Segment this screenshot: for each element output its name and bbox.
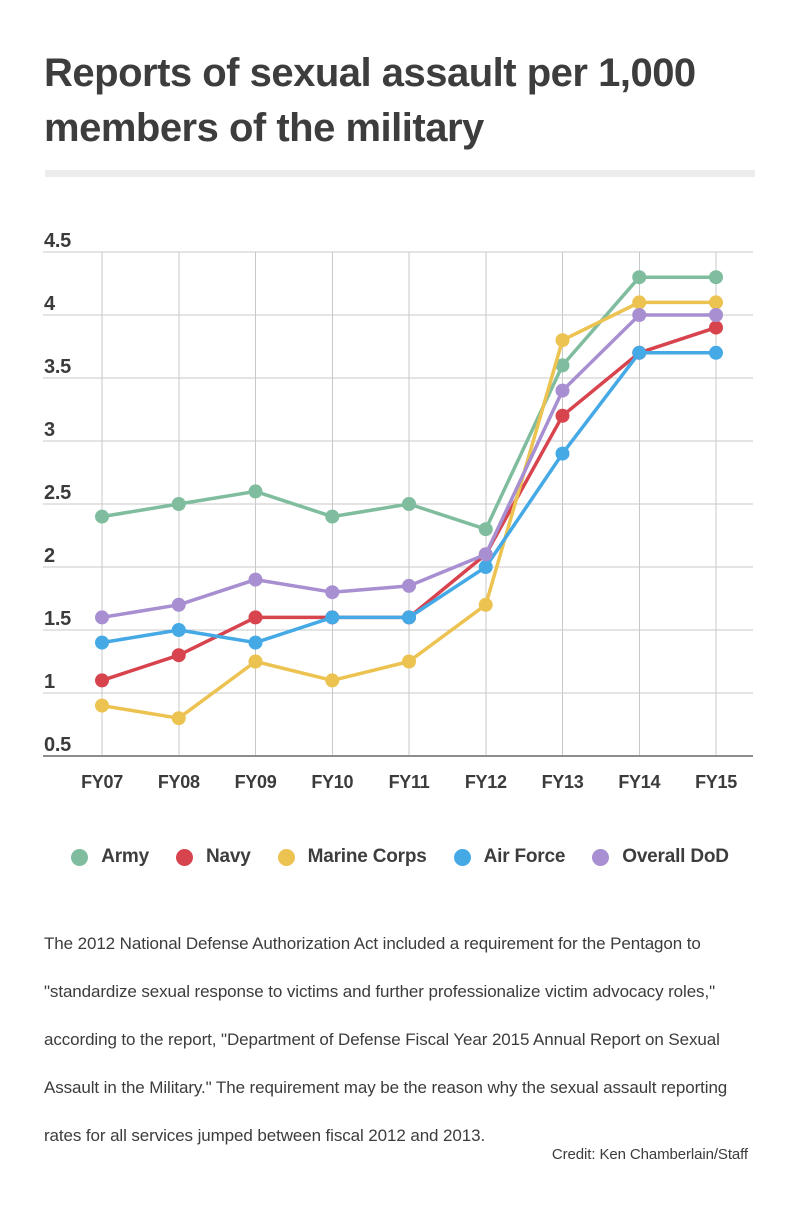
legend-swatch-marine-corps <box>277 848 295 866</box>
point-marine-corps-fy11[interactable] <box>402 654 416 669</box>
point-army-fy07[interactable] <box>95 509 109 524</box>
point-air-force-fy09[interactable] <box>248 635 263 650</box>
point-army-fy08[interactable] <box>171 497 186 511</box>
point-navy-fy07[interactable] <box>95 673 109 688</box>
point-overall-dod-fy13[interactable] <box>555 383 570 398</box>
point-air-force-fy07[interactable] <box>95 635 109 650</box>
legend-label-marine-corps: Marine Corps <box>307 846 427 867</box>
chart-description: The 2012 National Defense Authorization … <box>44 934 728 1145</box>
point-marine-corps-fy13[interactable] <box>555 333 570 348</box>
point-navy-fy08[interactable] <box>171 648 186 663</box>
legend-swatch-army <box>71 848 89 866</box>
point-army-fy09[interactable] <box>248 484 263 499</box>
x-tick-label-fy14: FY14 <box>618 772 660 792</box>
legend-item-air-force: Air Force <box>453 846 566 868</box>
legend-item-navy: Navy <box>175 846 251 868</box>
point-army-fy14[interactable] <box>632 270 647 285</box>
x-tick-label-fy08: FY08 <box>158 772 200 792</box>
point-air-force-fy08[interactable] <box>171 623 186 637</box>
credit-line: Credit: Ken Chamberlain/Staff <box>551 1146 748 1163</box>
x-tick-label-fy11: FY11 <box>389 772 430 792</box>
point-overall-dod-fy09[interactable] <box>248 572 263 587</box>
y-tick-label-4: 4 <box>44 293 56 315</box>
point-marine-corps-fy08[interactable] <box>171 711 186 726</box>
point-air-force-fy15[interactable] <box>709 345 723 360</box>
point-overall-dod-fy11[interactable] <box>402 578 416 593</box>
point-air-force-fy11[interactable] <box>402 610 416 625</box>
y-tick-label-4.5: 4.5 <box>44 230 71 252</box>
point-army-fy11[interactable] <box>402 497 416 511</box>
legend-swatch-air-force <box>453 848 471 866</box>
legend-swatch-navy <box>175 848 193 866</box>
x-tick-label-fy15: FY15 <box>695 772 737 792</box>
point-marine-corps-fy15[interactable] <box>709 295 723 310</box>
vertical-gridlines: FY07 FY08 FY09 FY10 FY11 FY12 FY13 FY14 FY15 <box>81 252 737 792</box>
legend-swatch-overall-dod <box>592 848 610 866</box>
y-tick-label-3.5: 3.5 <box>44 356 71 378</box>
x-tick-label-fy10: FY10 <box>311 772 353 792</box>
point-marine-corps-fy14[interactable] <box>632 295 647 310</box>
horizontal-gridlines: 4.5 4 3.5 3 2.5 2 1.5 1 0.5 <box>43 230 753 757</box>
y-tick-label-2: 2 <box>44 545 55 567</box>
title-divider <box>45 170 755 177</box>
point-army-fy13[interactable] <box>555 358 570 373</box>
point-marine-corps-fy07[interactable] <box>95 698 109 713</box>
y-tick-label-3: 3 <box>44 419 55 441</box>
point-overall-dod-fy08[interactable] <box>171 597 186 612</box>
series-air-force <box>95 345 723 650</box>
point-air-force-fy10[interactable] <box>325 610 340 625</box>
legend-label-navy: Navy <box>205 846 251 867</box>
y-tick-label-1.5: 1.5 <box>44 608 71 630</box>
point-marine-corps-fy09[interactable] <box>248 654 263 669</box>
legend-label-air-force: Air Force <box>483 846 566 867</box>
series-overall-dod <box>95 308 723 625</box>
x-tick-label-fy07: FY07 <box>81 772 123 792</box>
point-marine-corps-fy10[interactable] <box>325 673 340 688</box>
point-army-fy12[interactable] <box>478 522 493 537</box>
y-tick-label-1: 1 <box>44 671 55 693</box>
page-title: Reports of sexual assault per 1,000 memb… <box>44 51 696 150</box>
x-tick-label-fy12: FY12 <box>465 772 507 792</box>
y-tick-label-0.5: 0.5 <box>44 734 71 756</box>
point-overall-dod-fy10[interactable] <box>325 585 340 600</box>
point-navy-fy09[interactable] <box>248 610 263 625</box>
point-air-force-fy12[interactable] <box>478 560 493 574</box>
legend-item-army: Army <box>71 846 149 868</box>
point-overall-dod-fy14[interactable] <box>632 308 647 322</box>
legend-label-army: Army <box>101 846 149 867</box>
point-navy-fy15[interactable] <box>709 320 723 335</box>
point-overall-dod-fy15[interactable] <box>709 308 723 322</box>
legend-item-overall-dod: Overall DoD <box>592 846 729 868</box>
point-navy-fy13[interactable] <box>555 408 570 423</box>
point-army-fy10[interactable] <box>325 509 340 524</box>
chart-legend: Army Navy Marine Corps Air Force Overall DoD <box>0 842 800 872</box>
y-tick-label-2.5: 2.5 <box>44 482 71 504</box>
point-air-force-fy13[interactable] <box>555 446 570 461</box>
point-army-fy15[interactable] <box>709 270 723 285</box>
point-air-force-fy14[interactable] <box>632 345 647 360</box>
legend-label-overall-dod: Overall DoD <box>622 846 729 867</box>
x-tick-label-fy13: FY13 <box>542 772 584 792</box>
series-marine-corps <box>95 295 723 726</box>
point-overall-dod-fy07[interactable] <box>95 610 109 625</box>
point-overall-dod-fy12[interactable] <box>478 547 493 562</box>
series-army <box>95 270 723 537</box>
line-chart: FY07 FY08 FY09 FY10 FY11 FY12 FY13 FY14 FY154.54… <box>43 230 753 792</box>
x-tick-label-fy09: FY09 <box>235 772 277 792</box>
point-marine-corps-fy12[interactable] <box>478 597 493 612</box>
legend-item-marine-corps: Marine Corps <box>277 846 427 868</box>
